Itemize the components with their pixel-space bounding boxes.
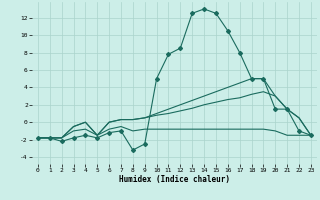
X-axis label: Humidex (Indice chaleur): Humidex (Indice chaleur) [119, 175, 230, 184]
